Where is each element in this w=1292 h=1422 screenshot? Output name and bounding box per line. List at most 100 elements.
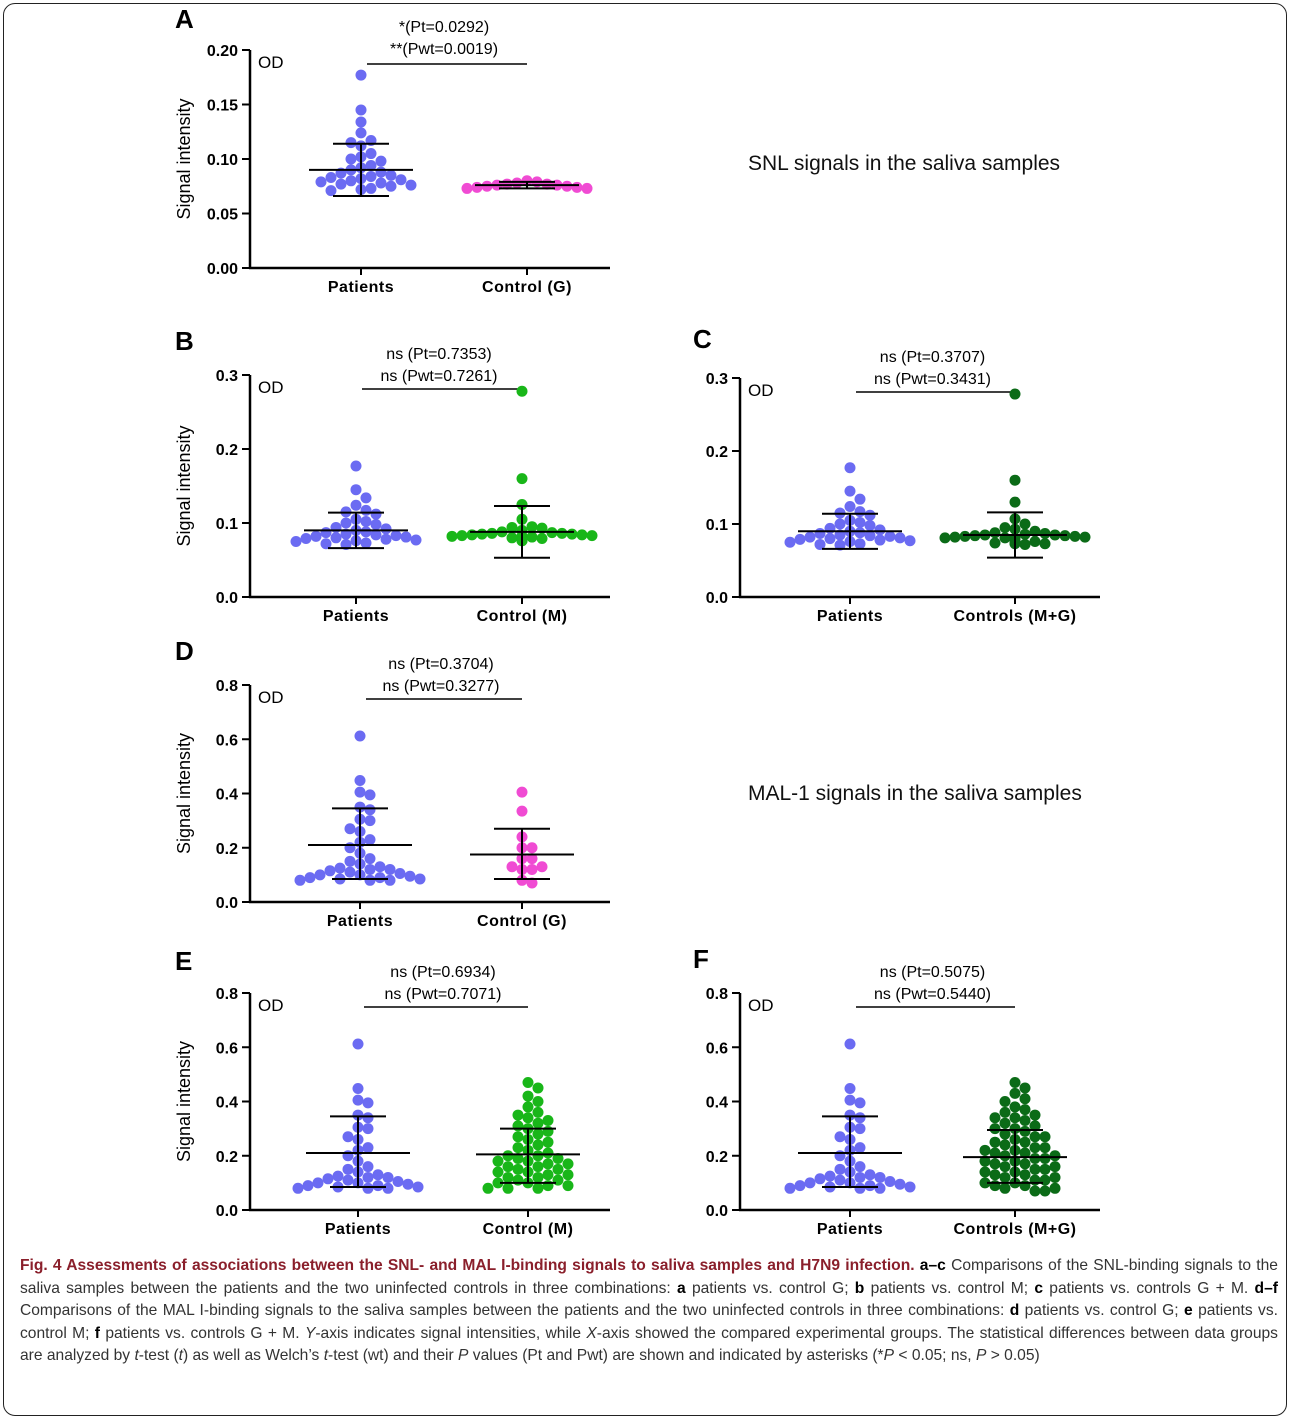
data-point: [834, 1163, 846, 1175]
data-point: [1029, 1152, 1041, 1164]
panel-label: E: [175, 946, 192, 976]
data-point: [482, 1182, 494, 1194]
data-point: [362, 1142, 374, 1154]
data-point: [854, 506, 866, 518]
y-axis-title: Signal intensity: [174, 425, 194, 546]
stat-label: ns (Pt=0.3707): [880, 349, 985, 366]
data-point: [516, 805, 528, 817]
data-point: [350, 484, 362, 496]
x-category-label: Patients: [817, 608, 883, 625]
data-point: [1009, 474, 1021, 486]
caption-italic: P: [458, 1347, 469, 1364]
data-point: [1019, 538, 1031, 550]
data-point: [989, 1180, 1001, 1192]
data-point: [526, 877, 538, 889]
data-point: [854, 1161, 866, 1173]
data-point: [1009, 1123, 1021, 1135]
data-point: [979, 1155, 991, 1167]
data-point: [999, 1117, 1011, 1129]
data-point: [814, 1173, 826, 1185]
data-point: [402, 1178, 414, 1190]
data-point: [532, 1117, 544, 1129]
chart-panel-e: E 0.0 0.2 0.4 0.6 0.8 OD Signal intensity Patien…: [174, 946, 610, 1238]
data-point: [345, 153, 357, 165]
y-tick-label: 0.1: [706, 517, 728, 534]
data-point: [854, 1097, 866, 1109]
unit-label: OD: [258, 53, 284, 72]
data-point: [384, 874, 396, 886]
caption-italic: t: [178, 1347, 183, 1364]
data-point: [365, 170, 377, 182]
caption-text: patients vs. controls G + M.: [105, 1324, 300, 1342]
data-point: [884, 530, 896, 542]
data-point: [410, 534, 422, 546]
data-point: [344, 866, 356, 878]
data-point: [370, 529, 382, 541]
data-point: [522, 1077, 534, 1089]
data-point: [365, 160, 377, 172]
data-point: [404, 870, 416, 882]
data-point: [395, 174, 407, 186]
data-point: [844, 485, 856, 497]
y-tick-label: 0.20: [207, 43, 238, 60]
data-point: [370, 508, 382, 520]
data-point: [300, 533, 312, 545]
data-point: [844, 1038, 856, 1050]
data-point: [384, 863, 396, 875]
unit-label: OD: [258, 688, 284, 707]
y-axis-title: Signal intensity: [174, 733, 194, 854]
data-point: [989, 527, 1001, 539]
y-tick-label: 0.4: [216, 787, 238, 804]
chart-panel-b: B 0.0 0.1 0.2 0.3 OD Signal intensity Patients C…: [174, 326, 610, 625]
data-point: [522, 1101, 534, 1113]
data-point: [385, 169, 397, 181]
data-point: [989, 1136, 1001, 1148]
figure-frame: [3, 3, 1287, 1416]
data-point: [542, 1125, 554, 1137]
data-point: [794, 533, 806, 545]
y-axis-title: Signal intensity: [174, 98, 194, 219]
data-point: [1039, 1185, 1051, 1197]
data-point: [854, 1142, 866, 1154]
data-point: [354, 786, 366, 798]
data-point: [362, 1123, 374, 1135]
data-point: [1029, 1131, 1041, 1143]
data-point: [1079, 531, 1091, 543]
data-point: [516, 473, 528, 485]
y-tick-label: 0.0: [216, 895, 238, 912]
y-tick-label: 0.6: [706, 1040, 728, 1057]
caption-dash-1: –: [928, 1257, 938, 1274]
y-tick-label: 0.8: [216, 678, 238, 695]
data-point: [1029, 1163, 1041, 1175]
data-point: [1029, 1109, 1041, 1121]
data-point: [939, 532, 951, 544]
caption-text: patients vs. controls G + M.: [1049, 1279, 1249, 1297]
data-point: [1019, 518, 1031, 530]
data-point: [354, 774, 366, 786]
data-point: [516, 499, 528, 510]
data-point: [372, 1169, 384, 1181]
data-point: [362, 1097, 374, 1109]
data-point: [350, 499, 362, 511]
data-point: [355, 69, 367, 81]
data-point: [364, 815, 376, 827]
data-point: [542, 1114, 554, 1126]
data-point: [522, 1090, 534, 1102]
data-point: [532, 1096, 544, 1107]
caption-letter-c: c: [1034, 1279, 1043, 1297]
data-point: [364, 874, 376, 886]
caption-letter-a: a: [919, 1257, 929, 1274]
data-point: [342, 1163, 354, 1175]
data-point: [536, 861, 548, 873]
data-point: [492, 1166, 504, 1178]
data-point: [864, 530, 876, 542]
data-point: [304, 872, 316, 884]
stat-label: ns (Pwt=0.7261): [381, 368, 498, 385]
data-point: [989, 1158, 1001, 1170]
side-note-snl: SNL signals in the saliva samples: [748, 152, 1061, 175]
data-point: [989, 1147, 1001, 1159]
data-point: [566, 528, 578, 540]
data-point: [562, 1169, 574, 1181]
caption-text: Comparisons of the SNL-binding signals t…: [20, 1257, 1278, 1297]
stat-label: **(Pwt=0.0019): [390, 41, 498, 58]
